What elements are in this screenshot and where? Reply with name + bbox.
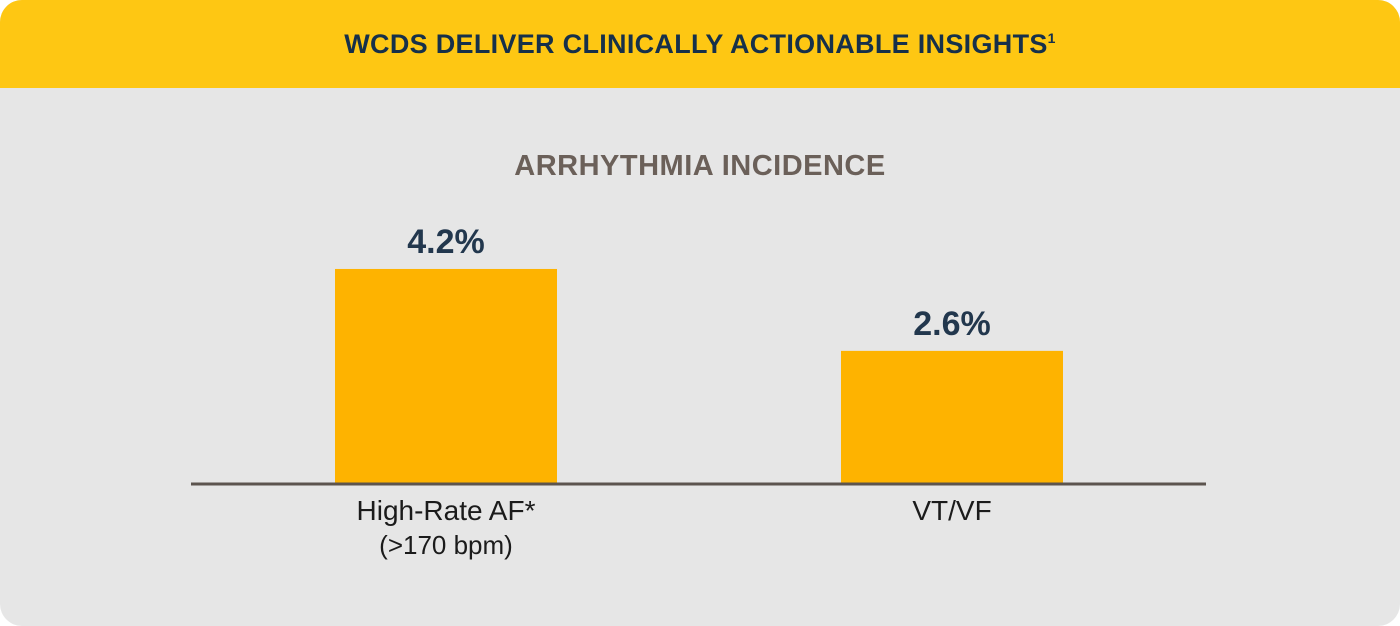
category-sublabel: (>170 bpm): [379, 530, 513, 560]
category-label-main: VT/VF: [912, 495, 992, 526]
footnote-marker: 1: [1047, 29, 1056, 46]
header-title: WCDS DELIVER CLINICALLY ACTIONABLE INSIG…: [344, 29, 1056, 60]
header-title-text: WCDS DELIVER CLINICALLY ACTIONABLE INSIG…: [344, 28, 1048, 59]
header-banner: WCDS DELIVER CLINICALLY ACTIONABLE INSIG…: [0, 0, 1400, 88]
value-label-1: 2.6%: [913, 305, 991, 343]
category-label-high-rate-af: High-Rate AF* (>170 bpm): [296, 494, 596, 562]
bar-1: [841, 350, 1063, 484]
bar-0: [335, 268, 557, 484]
value-label-0: 4.2%: [407, 223, 485, 261]
chart-title: ARRHYTHMIA INCIDENCE: [514, 150, 886, 182]
category-label-main: High-Rate AF*: [356, 495, 536, 526]
category-label-vt-vf: VT/VF: [802, 494, 1102, 528]
